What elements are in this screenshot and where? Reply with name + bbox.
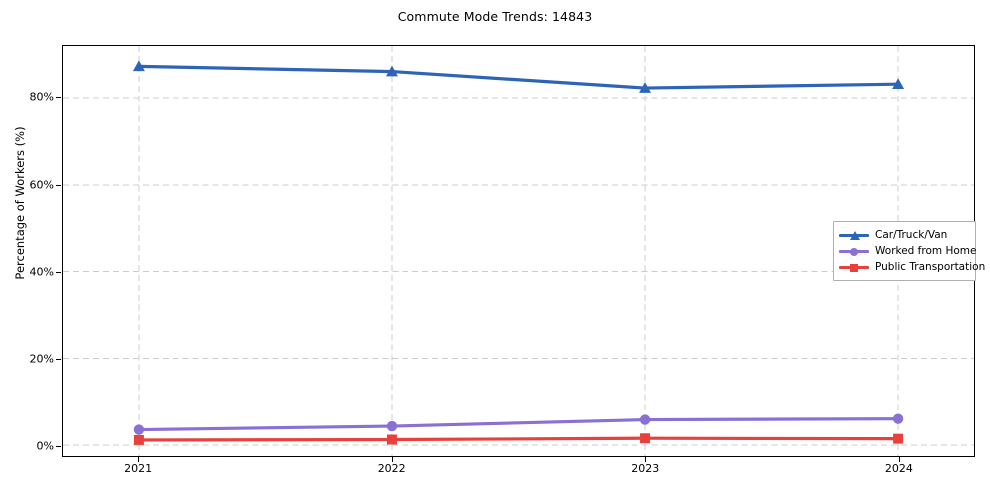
- legend-label: Public Transportation: [875, 260, 986, 273]
- legend-label: Worked from Home: [875, 244, 977, 257]
- legend-swatch: [839, 244, 869, 258]
- y-tick-mark: [56, 358, 61, 360]
- y-tick-label: 80%: [29, 90, 54, 104]
- series-line: [137, 417, 900, 432]
- plot-svg: [63, 46, 974, 456]
- series-marker: [892, 413, 904, 424]
- series-marker: [133, 434, 144, 445]
- legend-label: Car/Truck/Van: [875, 228, 948, 241]
- y-axis-tick-labels: 0% 20% 40% 60% 80%: [0, 45, 54, 457]
- chart-legend: Car/Truck/Van Worked from Home Public Tran…: [833, 221, 985, 281]
- x-tick-label: 2024: [884, 462, 913, 475]
- y-axis-tick-marks: [0, 45, 62, 457]
- x-tick-mark: [645, 457, 647, 462]
- x-tick-mark: [898, 457, 900, 462]
- legend-item[interactable]: Public Transportation: [839, 259, 985, 275]
- series-marker: [893, 433, 904, 444]
- series-marker: [133, 424, 145, 435]
- x-tick-label: 2022: [377, 462, 406, 475]
- x-axis-tick-marks: [62, 457, 975, 465]
- series-marker: [639, 414, 651, 425]
- legend-item[interactable]: Car/Truck/Van: [839, 227, 969, 243]
- series-marker: [640, 433, 651, 444]
- series-line: [137, 64, 900, 90]
- x-axis-tick-labels: 2021 2022 2023 2024: [62, 462, 975, 482]
- y-tick-label: 40%: [29, 265, 54, 279]
- y-tick-label: 0%: [36, 439, 54, 453]
- y-tick-mark: [56, 271, 61, 273]
- legend-swatch: [839, 260, 869, 274]
- x-tick-mark: [138, 457, 140, 462]
- x-tick-label: 2023: [631, 462, 660, 475]
- y-tick-mark: [56, 446, 61, 448]
- series-marker: [892, 78, 905, 89]
- x-tick-mark: [391, 457, 393, 462]
- legend-item[interactable]: Worked from Home: [839, 243, 976, 259]
- legend-swatch: [839, 228, 869, 242]
- y-tick-mark: [56, 97, 61, 99]
- series-marker: [132, 60, 145, 72]
- legend-marker-square-icon: [850, 263, 858, 272]
- y-tick-label: 20%: [29, 352, 54, 366]
- series-marker: [385, 65, 398, 77]
- series-marker: [386, 434, 397, 445]
- plot-area: [62, 45, 975, 457]
- y-tick-mark: [56, 184, 61, 186]
- series-line: [137, 436, 900, 442]
- y-tick-label: 60%: [29, 178, 54, 191]
- series-marker: [639, 82, 652, 93]
- chart-title: Commute Mode Trends: 14843: [397, 9, 593, 24]
- x-tick-label: 2021: [124, 462, 153, 475]
- series-marker: [386, 420, 398, 432]
- legend-marker-triangle-icon: [850, 230, 860, 240]
- legend-marker-circle-icon: [850, 247, 858, 256]
